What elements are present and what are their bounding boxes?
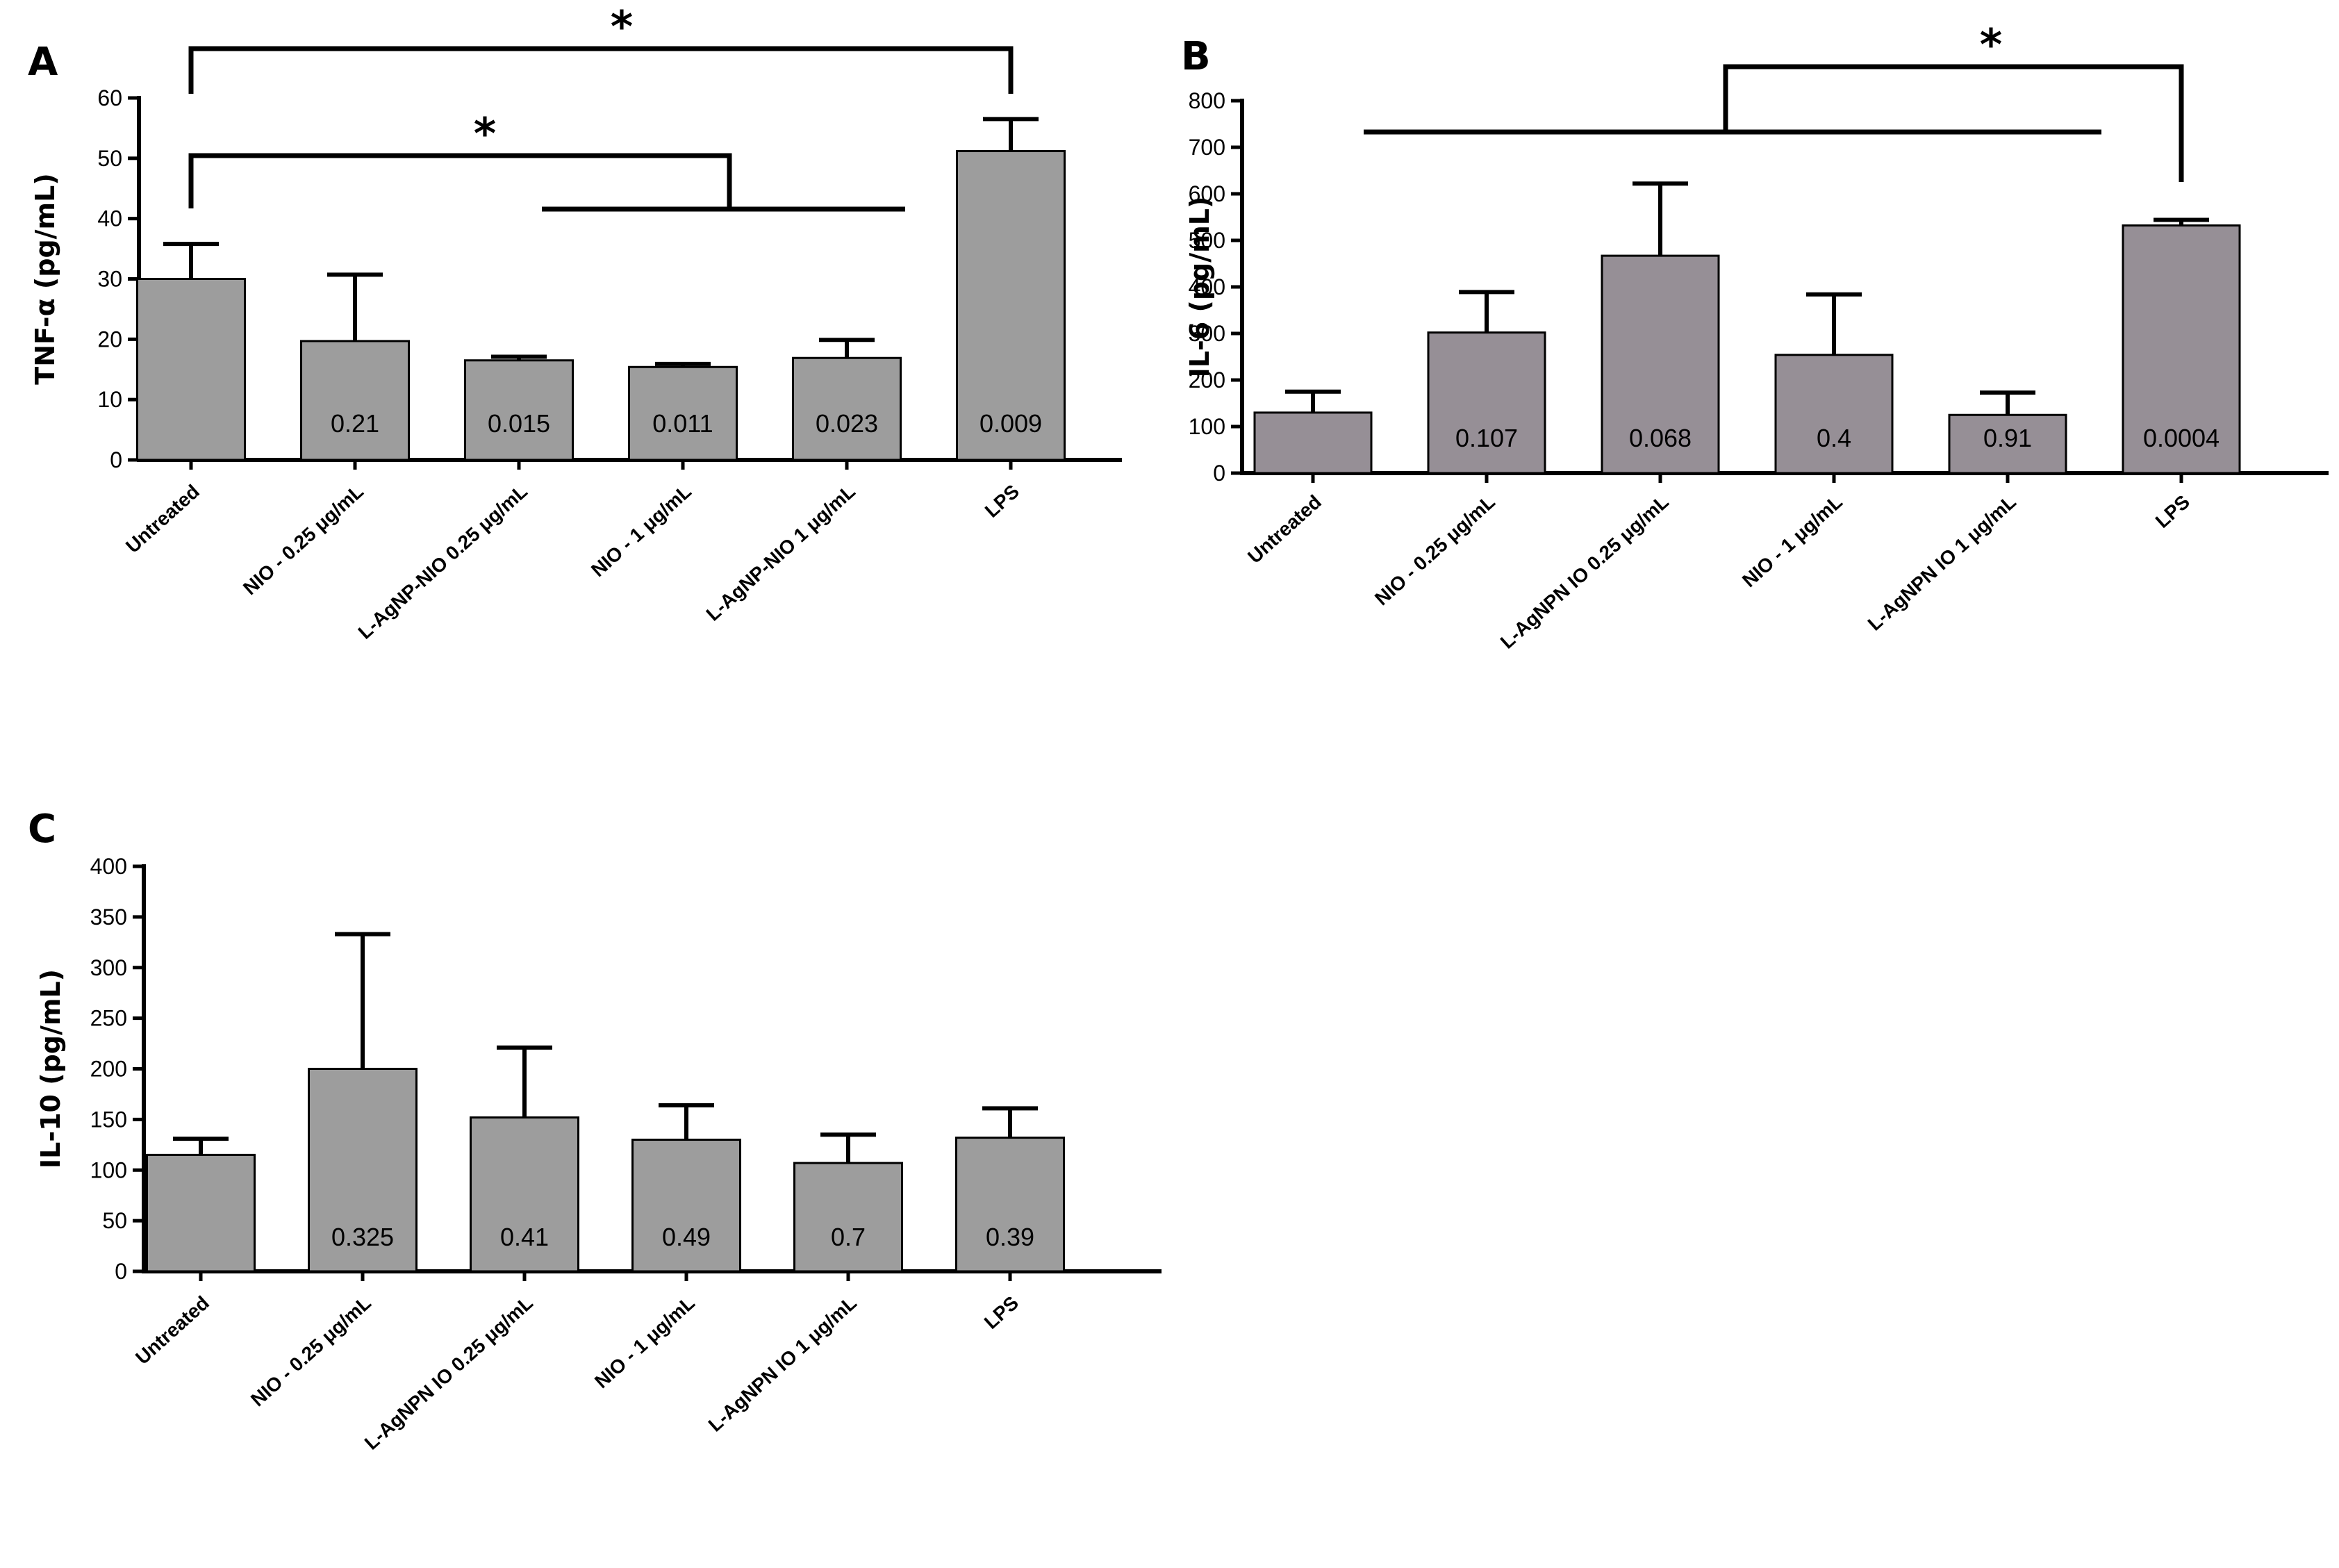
y-tick-label: 200 <box>90 1057 127 1082</box>
p-value-label: 0.41 <box>500 1223 549 1251</box>
bar <box>793 1162 903 1273</box>
y-tick-label: 40 <box>97 206 122 231</box>
y-tick-label: 60 <box>97 85 122 110</box>
y-tick-label: 100 <box>1189 414 1225 439</box>
bar <box>1601 254 1720 474</box>
y-tick-label: 400 <box>1189 274 1225 299</box>
category-label: L-AgNPN IO 1 μg/mL <box>1864 490 2020 634</box>
category-label: LPS <box>2151 490 2194 531</box>
y-tick-label: 250 <box>90 1006 127 1031</box>
p-value-label: 0.068 <box>1629 424 1692 452</box>
bar <box>955 1137 1065 1273</box>
y-axis-label: IL-10 (pg/mL) <box>35 969 66 1169</box>
p-value-label: 0.21 <box>331 409 379 438</box>
category-label: NIO - 0.25 μg/mL <box>247 1291 375 1410</box>
p-value-label: 0.49 <box>662 1223 711 1251</box>
p-value-label: 0.4 <box>1817 424 1851 452</box>
panel-letter: C <box>28 807 56 852</box>
bar <box>631 1139 741 1273</box>
y-axis-label: TNF-α (pg/mL) <box>30 173 60 384</box>
y-tick-label: 200 <box>1189 368 1225 393</box>
p-value-label: 0.015 <box>488 409 550 438</box>
y-tick-label: 10 <box>97 387 122 412</box>
panel-c: C IL-10 (pg/mL) 0 50 100 150 200 250 300 350 400 Un… <box>28 807 1162 1454</box>
bar <box>300 340 410 461</box>
y-tick-label: 350 <box>90 905 127 930</box>
category-label: Untreated <box>1243 490 1325 567</box>
bar <box>1427 331 1546 474</box>
panel-letter: B <box>1181 34 1211 79</box>
panel-a: A TNF-α (pg/mL) 0 10 20 30 40 50 60 Untreated 0.21… <box>28 1 1122 643</box>
category-label: L-AgNPN IO 0.25 μg/mL <box>1496 490 1673 652</box>
y-tick-label: 100 <box>90 1157 127 1182</box>
category-label: L-AgNPN IO 1 μg/mL <box>704 1291 861 1435</box>
category-label: LPS <box>981 480 1023 521</box>
bar <box>1948 413 2067 474</box>
p-value-label: 0.39 <box>986 1223 1034 1251</box>
p-value-label: 0.91 <box>1983 424 2032 452</box>
y-tick-label: 600 <box>1189 181 1225 206</box>
y-tick-label: 0 <box>115 1259 127 1284</box>
category-label: NIO - 0.25 μg/mL <box>1371 490 1499 609</box>
p-value-label: 0.011 <box>652 409 713 438</box>
bar <box>1774 354 1894 474</box>
significance-bracket <box>1723 64 2184 182</box>
category-label: NIO - 1 μg/mL <box>1738 490 1846 591</box>
category-label: LPS <box>980 1291 1023 1332</box>
y-axis-label: IL-6 (pg/mL) <box>1184 197 1215 378</box>
significance-bracket <box>188 46 1014 94</box>
category-label: Untreated <box>131 1291 213 1368</box>
y-tick-label: 700 <box>1189 135 1225 160</box>
bar <box>628 365 738 461</box>
y-tick-label: 50 <box>97 146 122 171</box>
y-tick-label: 50 <box>102 1208 127 1233</box>
bar <box>136 278 246 461</box>
y-tick-label: 300 <box>1189 321 1225 346</box>
p-value-label: 0.325 <box>331 1223 394 1251</box>
p-value-label: 0.7 <box>831 1223 866 1251</box>
p-value-label: 0.0004 <box>2143 424 2220 452</box>
significance-bracket <box>188 153 732 209</box>
bar <box>464 359 574 461</box>
bar <box>956 149 1066 461</box>
p-value-label: 0.009 <box>980 409 1042 438</box>
category-label: L-AgNP-NIO 1 μg/mL <box>702 480 859 625</box>
category-label: Untreated <box>122 480 204 556</box>
y-tick-label: 150 <box>90 1107 127 1132</box>
bar <box>1253 411 1373 474</box>
category-label: NIO - 0.25 μg/mL <box>239 480 367 599</box>
p-value-label: 0.023 <box>816 409 878 438</box>
panel-letter: A <box>28 40 58 85</box>
bar <box>308 1068 418 1273</box>
category-label: L-AgNP-NIO 0.25 μg/mL <box>354 480 531 643</box>
category-label: NIO - 1 μg/mL <box>590 1291 699 1392</box>
y-tick-label: 800 <box>1189 88 1225 113</box>
y-tick-label: 30 <box>97 267 122 292</box>
category-label: NIO - 1 μg/mL <box>587 480 695 581</box>
category-label: L-AgNPN IO 0.25 μg/mL <box>361 1291 537 1453</box>
y-tick-label: 300 <box>90 955 127 980</box>
bar <box>2122 224 2241 474</box>
y-tick-label: 0 <box>110 447 122 472</box>
significance-star: * <box>1980 19 2002 70</box>
significance-star: * <box>474 108 496 159</box>
bar <box>146 1153 256 1273</box>
significance-star: * <box>611 1 633 52</box>
bar <box>792 356 902 461</box>
y-tick-label: 400 <box>90 854 127 879</box>
y-tick-label: 0 <box>1213 461 1225 486</box>
panel-b: B IL-6 (pg/mL) 0 100 200 300 400 500 600 700 800 Un… <box>1181 19 2329 653</box>
y-tick-label: 500 <box>1189 228 1225 253</box>
p-value-label: 0.107 <box>1455 424 1518 452</box>
y-tick-label: 20 <box>97 327 122 352</box>
